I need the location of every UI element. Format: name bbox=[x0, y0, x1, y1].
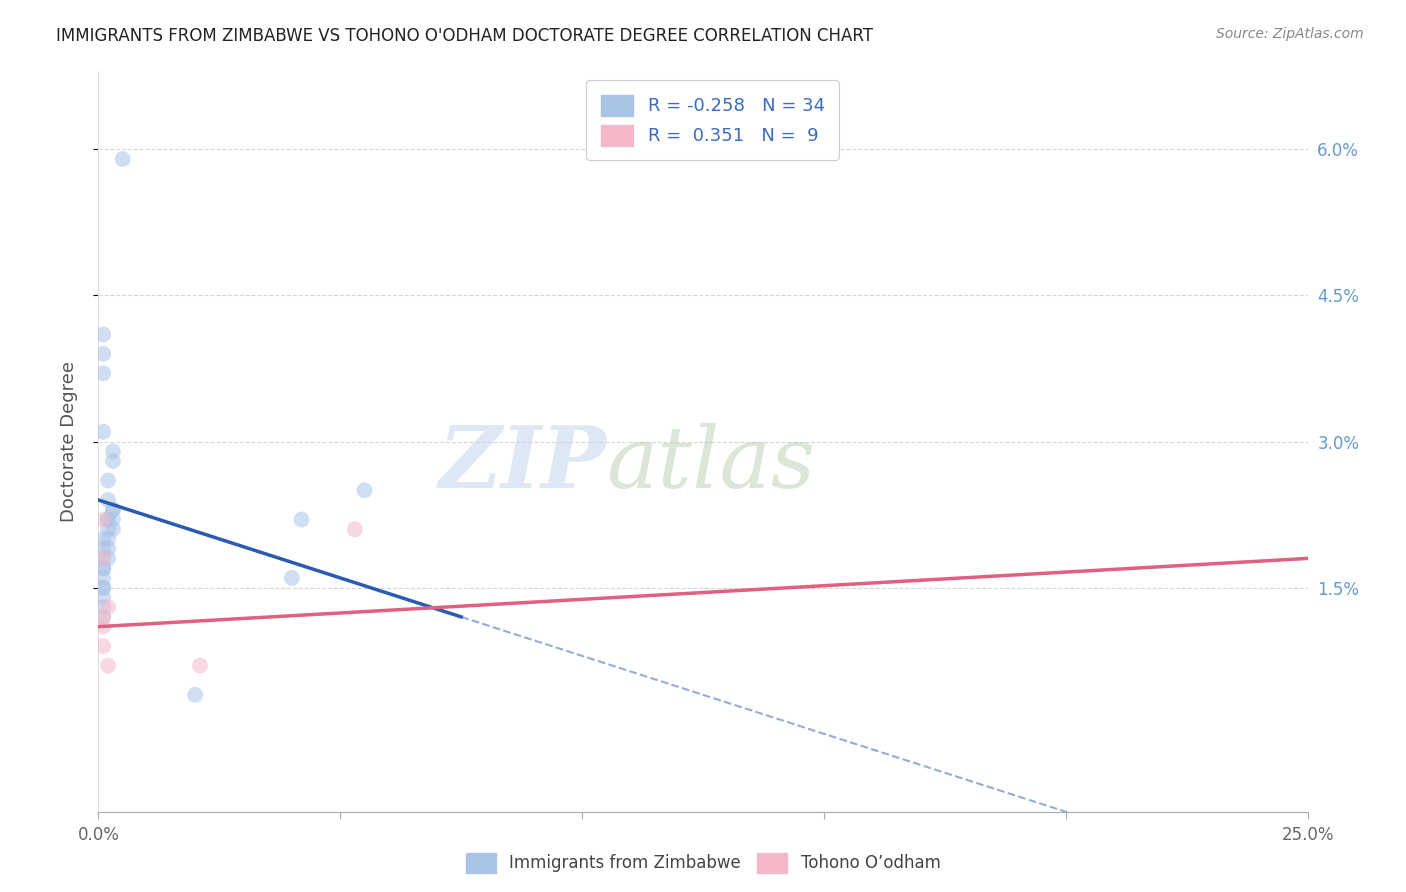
Point bbox=[290, 512, 312, 526]
Point bbox=[91, 600, 114, 615]
Point bbox=[91, 541, 114, 556]
Point bbox=[101, 512, 124, 526]
Point bbox=[97, 512, 120, 526]
Point bbox=[188, 658, 211, 673]
Point bbox=[91, 610, 114, 624]
Point bbox=[91, 512, 114, 526]
Point bbox=[353, 483, 375, 498]
Point bbox=[111, 152, 134, 166]
Point bbox=[91, 425, 114, 439]
Text: ZIP: ZIP bbox=[439, 422, 606, 506]
Point bbox=[91, 561, 114, 575]
Point bbox=[91, 591, 114, 605]
Point bbox=[91, 620, 114, 634]
Point bbox=[343, 522, 366, 536]
Y-axis label: Doctorate Degree: Doctorate Degree bbox=[59, 361, 77, 522]
Point bbox=[91, 581, 114, 595]
Point bbox=[97, 512, 120, 526]
Point bbox=[97, 551, 120, 566]
Point bbox=[91, 561, 114, 575]
Point bbox=[101, 454, 124, 468]
Point bbox=[91, 581, 114, 595]
Point bbox=[97, 493, 120, 508]
Point bbox=[91, 571, 114, 585]
Text: IMMIGRANTS FROM ZIMBABWE VS TOHONO O'ODHAM DOCTORATE DEGREE CORRELATION CHART: IMMIGRANTS FROM ZIMBABWE VS TOHONO O'ODH… bbox=[56, 27, 873, 45]
Point bbox=[97, 474, 120, 488]
Point bbox=[91, 532, 114, 546]
Point bbox=[101, 502, 124, 516]
Text: atlas: atlas bbox=[606, 423, 815, 505]
Point bbox=[101, 444, 124, 458]
Point bbox=[91, 551, 114, 566]
Legend: R = -0.258   N = 34, R =  0.351   N =  9: R = -0.258 N = 34, R = 0.351 N = 9 bbox=[586, 80, 839, 160]
Point bbox=[97, 522, 120, 536]
Point bbox=[281, 571, 304, 585]
Text: Source: ZipAtlas.com: Source: ZipAtlas.com bbox=[1216, 27, 1364, 41]
Point bbox=[91, 639, 114, 653]
Point bbox=[91, 347, 114, 361]
Point bbox=[91, 551, 114, 566]
Point bbox=[97, 658, 120, 673]
Point bbox=[101, 502, 124, 516]
Point bbox=[91, 367, 114, 381]
Point bbox=[97, 532, 120, 546]
Point bbox=[97, 541, 120, 556]
Legend: Immigrants from Zimbabwe, Tohono O’odham: Immigrants from Zimbabwe, Tohono O’odham bbox=[458, 847, 948, 880]
Point bbox=[97, 600, 120, 615]
Point bbox=[184, 688, 207, 702]
Point bbox=[91, 327, 114, 342]
Point bbox=[101, 522, 124, 536]
Point bbox=[91, 610, 114, 624]
